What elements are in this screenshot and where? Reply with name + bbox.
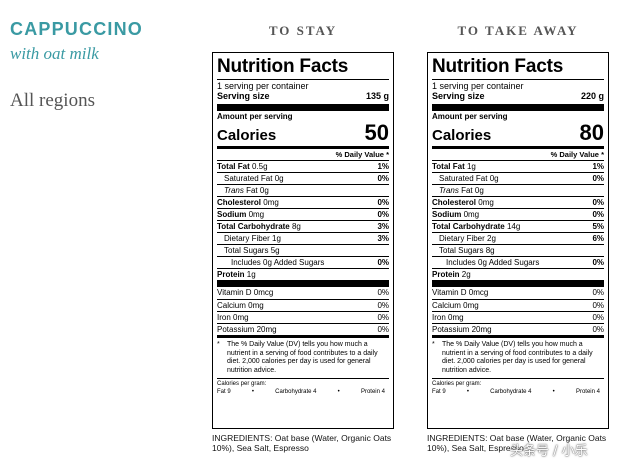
nutrient-row: Protein 2g <box>432 268 604 280</box>
calories-row: Calories 80 <box>432 120 604 145</box>
serving-size-row: Serving size 220 g <box>432 91 604 102</box>
watermark-text: 头条号 / 小乐 <box>510 444 588 459</box>
vitamin-row: Vitamin D 0mcg 0% <box>217 288 389 297</box>
vitamin-row: Iron 0mg 0% <box>432 311 604 322</box>
nutrient-row: Includes 0g Added Sugars 0% <box>432 256 604 268</box>
vitamin-row: Calcium 0mg 0% <box>432 299 604 310</box>
product-variant: with oat milk <box>10 44 99 63</box>
nutrient-row: Total Sugars 5g <box>217 244 389 256</box>
nutrient-row: Includes 0g Added Sugars 0% <box>217 256 389 268</box>
calories-per-gram-label: Calories per gram: <box>432 378 604 388</box>
calories-label: Calories <box>217 127 277 144</box>
nutrient-row: Saturated Fat 0g 0% <box>432 172 604 184</box>
nutrient-row: Cholesterol 0mg 0% <box>217 196 389 207</box>
vitamin-row: Calcium 0mg 0% <box>217 299 389 310</box>
vitamin-row: Iron 0mg 0% <box>217 311 389 322</box>
amount-per-serving: Amount per serving <box>432 112 508 121</box>
daily-value-footnote: * The % Daily Value (DV) tells you how mu… <box>432 341 593 374</box>
nutrition-facts-title: Nutrition Facts <box>432 56 564 77</box>
serving-size-label: Serving size <box>432 91 485 101</box>
nutrition-panel-to-stay: Nutrition Facts 1 serving per container … <box>212 52 394 429</box>
serving-size-label: Serving size <box>217 91 270 101</box>
serving-size-value: 220 g <box>580 91 604 101</box>
calories-value: 50 <box>364 120 389 145</box>
daily-value-header: % Daily Value * <box>335 150 389 159</box>
calories-value: 80 <box>579 120 604 145</box>
ingredients-to-take-away: INGREDIENTS: Oat base (Water, Organic Oa… <box>427 433 607 453</box>
daily-value-footnote: * The % Daily Value (DV) tells you how mu… <box>217 341 378 374</box>
servings-per-container: 1 serving per container <box>217 81 309 91</box>
nutrient-row: Trans Fat 0g <box>217 184 389 196</box>
nutrient-row: Cholesterol 0mg 0% <box>432 196 604 207</box>
nutrient-row: Total Fat 1g 1% <box>432 160 604 171</box>
servings-per-container: 1 serving per container <box>432 81 524 91</box>
ingredients-to-stay: INGREDIENTS: Oat base (Water, Organic Oa… <box>212 433 392 453</box>
serving-size-row: Serving size 135 g <box>217 91 389 102</box>
column-heading-to-stay: TO STAY <box>268 23 338 38</box>
nutrient-row: Protein 1g <box>217 268 389 280</box>
nutrient-row: Total Carbohydrate 14g 5% <box>432 220 604 231</box>
regions-label: All regions <box>10 90 95 111</box>
calories-label: Calories <box>432 127 492 144</box>
calories-row: Calories 50 <box>217 120 389 145</box>
nutrition-panel-to-take-away: Nutrition Facts 1 serving per container … <box>427 52 609 429</box>
serving-size-value: 135 g <box>365 91 389 101</box>
nutrient-row: Total Sugars 8g <box>432 244 604 256</box>
vitamin-row: Vitamin D 0mcg 0% <box>432 288 604 297</box>
vitamin-row: Potassium 20mg 0% <box>432 323 604 334</box>
calories-per-gram-values: Fat 9 • Carbohydrate 4 • Protein 4 <box>217 389 385 395</box>
nutrition-facts-title: Nutrition Facts <box>217 56 349 77</box>
amount-per-serving: Amount per serving <box>217 112 293 121</box>
daily-value-header: % Daily Value * <box>550 150 604 159</box>
calories-per-gram-values: Fat 9 • Carbohydrate 4 • Protein 4 <box>432 389 600 395</box>
nutrient-row: Sodium 0mg 0% <box>432 208 604 219</box>
nutrient-row: Saturated Fat 0g 0% <box>217 172 389 184</box>
nutrient-row: Total Fat 0.5g 1% <box>217 160 389 171</box>
nutrient-row: Dietary Fiber 2g 6% <box>432 232 604 244</box>
nutrient-row: Trans Fat 0g <box>432 184 604 196</box>
calories-per-gram-label: Calories per gram: <box>217 378 389 388</box>
nutrient-row: Total Carbohydrate 8g 3% <box>217 220 389 231</box>
column-heading-to-take-away: TO TAKE AWAY <box>457 23 579 38</box>
vitamin-row: Potassium 20mg 0% <box>217 323 389 334</box>
nutrient-row: Sodium 0mg 0% <box>217 208 389 219</box>
nutrient-row: Dietary Fiber 1g 3% <box>217 232 389 244</box>
product-title: CAPPUCCINO <box>10 19 144 39</box>
